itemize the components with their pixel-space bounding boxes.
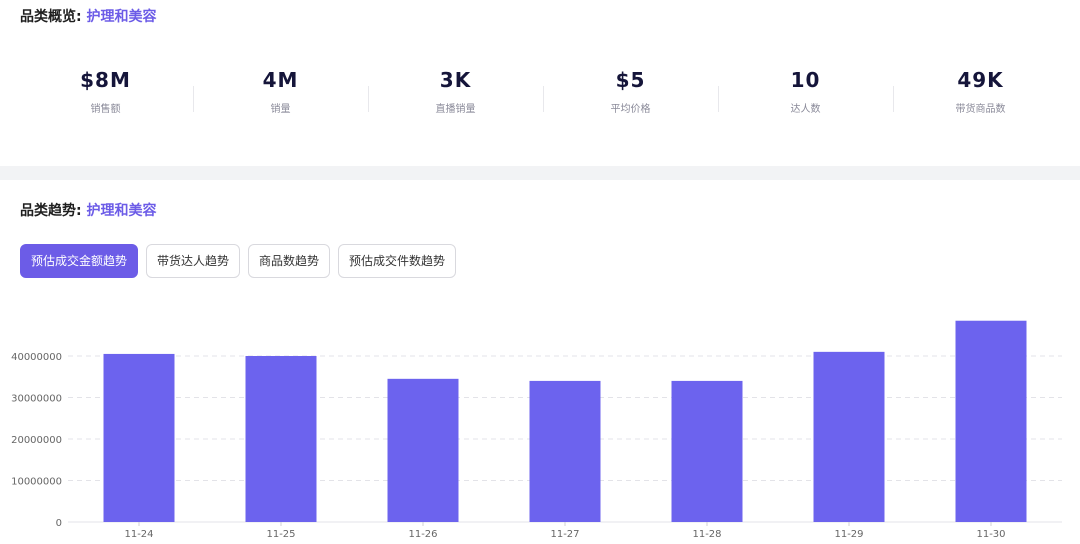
- y-tick-label: 40000000: [11, 352, 62, 363]
- bar: [387, 378, 459, 522]
- stat-sales-volume: 4M 销量: [193, 66, 368, 122]
- stat-label: 达人数: [790, 104, 821, 115]
- x-tick-label: 11-30: [976, 529, 1005, 540]
- stat-label: 平均价格: [610, 104, 651, 115]
- bar: [245, 356, 317, 522]
- y-tick-label: 30000000: [11, 394, 62, 405]
- bar: [813, 351, 885, 522]
- stat-sales-amount: $8M 销售额: [18, 66, 193, 122]
- x-tick-label: 11-26: [408, 529, 437, 540]
- trend-tabs: 预估成交金额趋势 带货达人趋势 商品数趋势 预估成交件数趋势: [20, 244, 457, 278]
- y-tick-label: 20000000: [11, 435, 62, 446]
- stat-value: 49K: [957, 68, 1004, 92]
- tab-influencer-trend[interactable]: 带货达人趋势: [146, 244, 241, 278]
- x-tick-label: 11-27: [550, 529, 579, 540]
- stat-value: $8M: [80, 68, 131, 92]
- stat-product-count: 49K 带货商品数: [893, 66, 1068, 122]
- x-tick-label: 11-24: [124, 529, 153, 540]
- tab-estimated-gmv-trend[interactable]: 预估成交金额趋势: [20, 244, 139, 278]
- gmv-bar-chart: 0 10000000 20000000 30000000 40000000 11-24 11…: [11, 320, 1062, 540]
- bar: [529, 380, 601, 522]
- trend-title: 品类趋势: 护理和美容: [20, 200, 156, 220]
- stat-label: 销售额: [90, 104, 121, 115]
- category-trend-card: 品类趋势: 护理和美容 预估成交金额趋势 带货达人趋势 商品数趋势 预估成交件数…: [0, 180, 1080, 544]
- stat-influencer-count: 10 达人数: [718, 66, 893, 122]
- y-tick-label: 10000000: [11, 477, 62, 488]
- overview-stats: $8M 销售额 4M 销量 3K 直播销量 $5 平均价格 10 达人数 49K…: [18, 66, 1068, 122]
- bar: [103, 353, 175, 522]
- bar: [955, 320, 1027, 522]
- x-tick-label: 11-28: [692, 529, 721, 540]
- tab-product-count-trend[interactable]: 商品数趋势: [248, 244, 331, 278]
- stat-value: 3K: [439, 68, 472, 92]
- bar: [671, 380, 743, 522]
- overview-title: 品类概览: 护理和美容: [20, 6, 156, 26]
- stat-live-sales: 3K 直播销量: [368, 66, 543, 122]
- stat-avg-price: $5 平均价格: [543, 66, 718, 122]
- stat-value: 10: [790, 68, 821, 92]
- stat-value: $5: [615, 68, 646, 92]
- stat-label: 销量: [270, 104, 291, 115]
- trend-title-prefix: 品类趋势:: [20, 203, 82, 219]
- x-tick-label: 11-25: [266, 529, 295, 540]
- stat-label: 直播销量: [435, 104, 476, 115]
- overview-title-prefix: 品类概览:: [20, 9, 82, 25]
- stat-value: 4M: [262, 68, 299, 92]
- category-overview-card: 品类概览: 护理和美容 $8M 销售额 4M 销量 3K 直播销量 $5 平均价…: [0, 0, 1080, 166]
- x-tick-label: 11-29: [834, 529, 863, 540]
- stat-label: 带货商品数: [955, 104, 1006, 115]
- tab-estimated-units-trend[interactable]: 预估成交件数趋势: [338, 244, 457, 278]
- overview-category-name: 护理和美容: [86, 9, 157, 25]
- trend-category-name: 护理和美容: [86, 203, 157, 219]
- y-tick-label: 0: [56, 518, 62, 529]
